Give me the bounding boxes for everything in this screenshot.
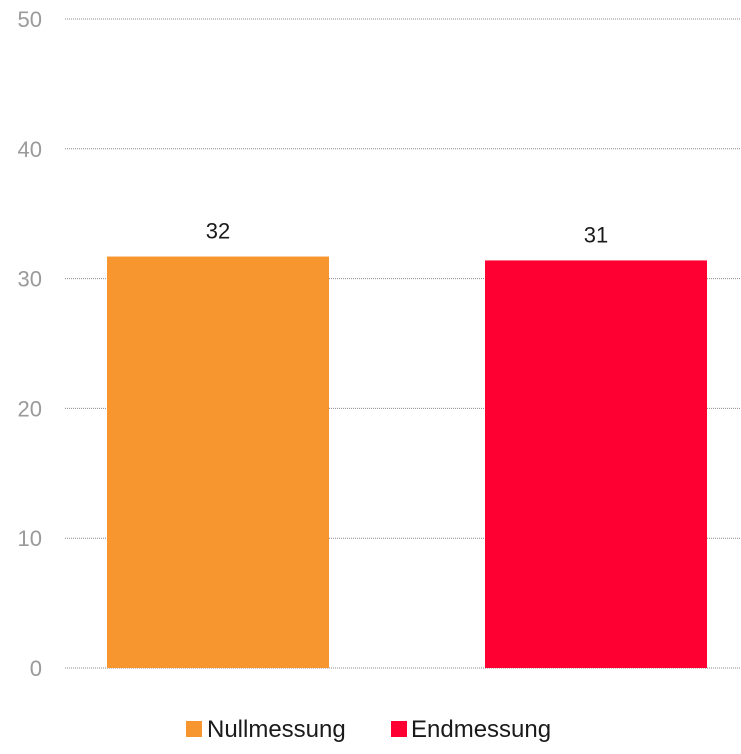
y-tick-label-50: 50 (18, 7, 42, 32)
data-label-endmessung: 31 (584, 222, 608, 247)
bars (107, 256, 707, 668)
y-axis-ticks: 0 10 20 30 40 50 (18, 7, 42, 681)
legend-item-nullmessung[interactable]: Nullmessung (186, 716, 346, 743)
y-tick-label-20: 20 (18, 396, 42, 421)
y-tick-label-40: 40 (18, 137, 42, 162)
legend: Nullmessung Endmessung (186, 716, 551, 743)
data-labels: 32 31 (206, 219, 608, 248)
y-tick-label-30: 30 (18, 267, 42, 292)
legend-label-endmessung: Endmessung (411, 716, 551, 743)
legend-label-nullmessung: Nullmessung (207, 716, 346, 743)
legend-item-endmessung[interactable]: Endmessung (391, 716, 551, 743)
bar-endmessung[interactable] (485, 260, 707, 668)
y-tick-label-10: 10 (18, 526, 42, 551)
legend-swatch-nullmessung (186, 721, 202, 737)
y-tick-label-0: 0 (30, 656, 42, 681)
bar-nullmessung[interactable] (107, 256, 329, 668)
data-label-nullmessung: 32 (206, 219, 230, 244)
legend-swatch-endmessung (391, 721, 407, 737)
